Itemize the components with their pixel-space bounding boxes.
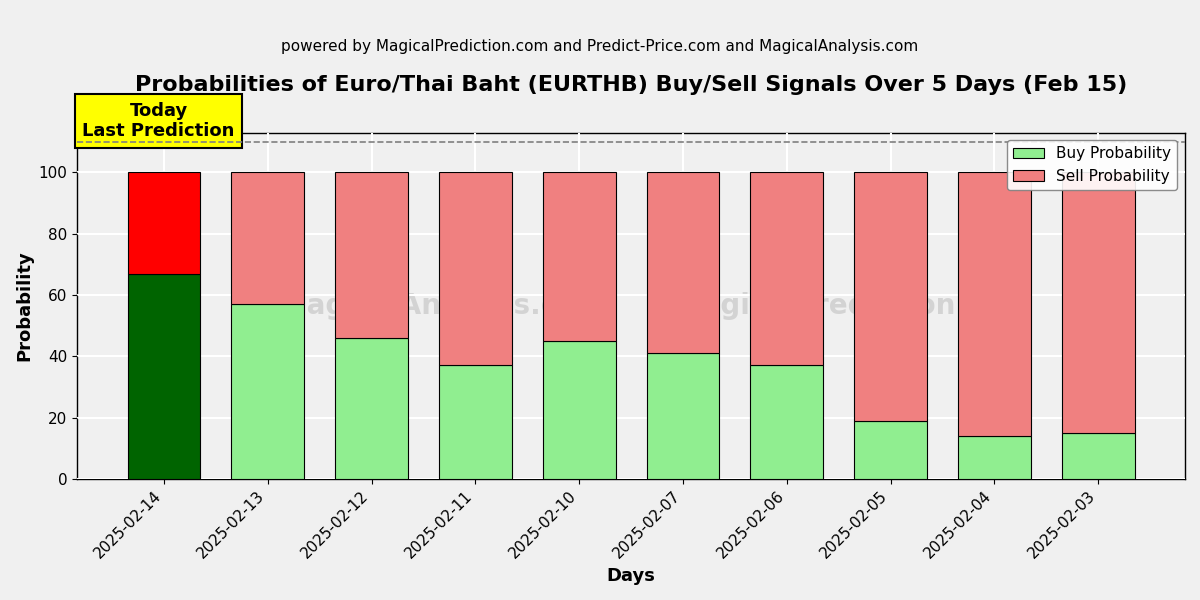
Bar	[750, 365, 823, 479]
Bar	[958, 436, 1031, 479]
Bar	[232, 172, 304, 304]
Bar	[542, 341, 616, 479]
Bar	[127, 172, 200, 274]
Bar	[439, 172, 511, 365]
Bar	[1062, 433, 1135, 479]
Bar	[335, 338, 408, 479]
Title: Probabilities of Euro/Thai Baht (EURTHB) Buy/Sell Signals Over 5 Days (Feb 15): Probabilities of Euro/Thai Baht (EURTHB)…	[134, 75, 1127, 95]
Bar	[439, 365, 511, 479]
Bar	[647, 172, 719, 353]
Bar	[335, 172, 408, 338]
Bar	[1062, 172, 1135, 433]
Y-axis label: Probability: Probability	[14, 250, 32, 361]
Bar	[958, 172, 1031, 436]
Text: MagicalAnalysis.com: MagicalAnalysis.com	[280, 292, 606, 320]
Bar	[854, 172, 926, 421]
Legend: Buy Probability, Sell Probability: Buy Probability, Sell Probability	[1007, 140, 1177, 190]
Bar	[750, 172, 823, 365]
Bar	[647, 353, 719, 479]
Bar	[542, 172, 616, 341]
Bar	[854, 421, 926, 479]
Text: MagicalPrediction.com: MagicalPrediction.com	[674, 292, 1031, 320]
Text: Today
Last Prediction: Today Last Prediction	[83, 101, 235, 140]
X-axis label: Days: Days	[607, 567, 655, 585]
Text: powered by MagicalPrediction.com and Predict-Price.com and MagicalAnalysis.com: powered by MagicalPrediction.com and Pre…	[281, 39, 919, 54]
Bar	[232, 304, 304, 479]
Bar	[127, 274, 200, 479]
